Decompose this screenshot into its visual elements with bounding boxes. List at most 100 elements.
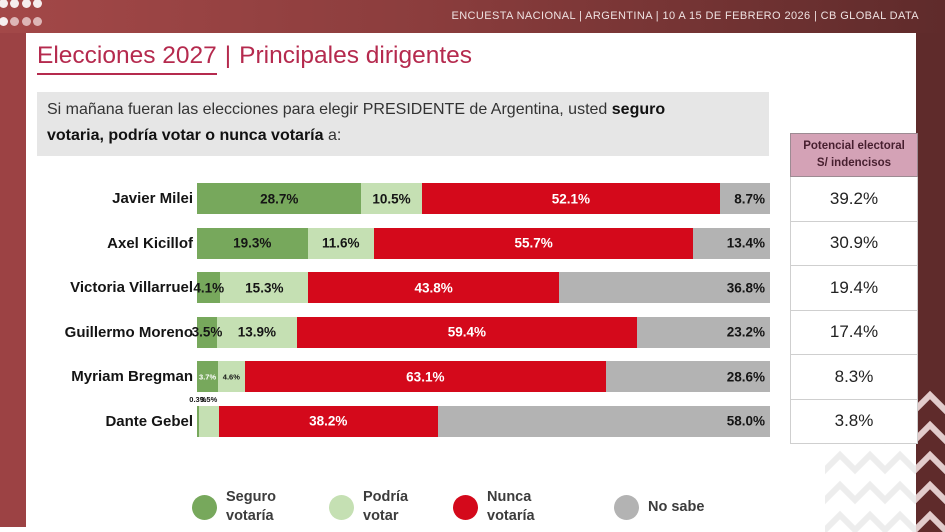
bar-value-label: 3.5% [191, 324, 223, 340]
legend-label: No sabe [648, 498, 705, 515]
bar-segment: 3.5% [198, 395, 219, 437]
bar-segment: 63.1% [244, 361, 607, 392]
stacked-bar: 3.5% 13.9% 59.4% 23.2% [192, 316, 770, 348]
potential-value: 19.4% [790, 266, 918, 311]
stacked-bar: 4.1% 15.3% 43.8% 36.8% [193, 272, 770, 303]
bar-value-label: 0.3% [189, 394, 207, 404]
legend-color-dot [192, 494, 217, 520]
candidate-name: Javier Milei [112, 190, 193, 207]
legend-item: Podría votar [329, 484, 408, 530]
potential-table-body: 39.2% 30.9% 19.4% 17.4% 8.3% 3.8% [790, 177, 918, 444]
bar-segment: 52.1% [421, 183, 721, 214]
bar-value-label: 59.4% [447, 324, 486, 340]
bar-segment: 13.4% [693, 227, 770, 259]
dots-decoration [0, 0, 50, 32]
legend-color-dot [329, 494, 354, 520]
bar-segment: 13.9% [217, 316, 297, 348]
legend-label: Podría votar [363, 489, 409, 524]
stacked-bar: 28.7% 10.5% 52.1% 8.7% [197, 183, 770, 214]
legend-label: Seguro votaría [226, 489, 276, 524]
potential-value: 39.2% [790, 177, 918, 222]
bar-segment: 36.8% [559, 272, 770, 303]
bar-row: Victoria Villarruel 4.1% 15.3% 43.8% 36.8% [32, 272, 770, 303]
potential-value: 30.9% [790, 221, 918, 266]
bar-value-label: 63.1% [406, 369, 445, 384]
candidate-name: Myriam Bregman [71, 368, 193, 385]
bar-value-label: 3.5% [200, 394, 218, 404]
bar-value-label: 13.4% [726, 235, 765, 251]
potential-table-header: Potencial electoral S/ indencisos [790, 133, 918, 177]
bar-segment: 43.8% [308, 272, 560, 303]
potential-value: 8.3% [790, 355, 918, 400]
legend-color-dot [614, 494, 639, 520]
stacked-bar: 0.3% 3.5% 38.2% 58.0% [189, 395, 770, 437]
bar-row: Javier Milei 28.7% 10.5% 52.1% 8.7% [32, 183, 770, 214]
bar-value-label: 19.3% [233, 235, 272, 251]
bar-segment: 15.3% [220, 272, 309, 303]
bar-segment: 38.2% [218, 405, 438, 437]
page-title: Elecciones 2027 | Principales dirigentes [37, 42, 472, 75]
question-bold-text: votaria, podría votar o nunca votaría [47, 126, 324, 144]
right-band [916, 0, 945, 532]
question-line: Si mañana fueran las elecciones para ele… [47, 97, 759, 123]
question-bold-text: seguro [611, 101, 666, 118]
title-primary: Elecciones 2027 [37, 42, 217, 75]
top-band [0, 0, 945, 33]
legend-item: No sabe [614, 484, 704, 530]
left-band [0, 0, 26, 527]
bar-value-label: 11.6% [322, 235, 360, 251]
bar-segment: 10.5% [361, 183, 422, 214]
bar-value-label: 28.6% [726, 369, 765, 384]
title-separator: | [224, 42, 232, 69]
bar-segment: 55.7% [374, 227, 694, 259]
title-secondary: Principales dirigentes [239, 42, 473, 69]
bar-segment: 28.7% [197, 183, 362, 214]
potential-value: 3.8% [790, 399, 918, 444]
legend-item: Nunca votaría [453, 484, 535, 530]
stacked-bar: 3.7% 4.6% 63.1% 28.6% [197, 361, 770, 392]
bar-segment: 0.3% [189, 395, 206, 437]
bar-segment: 11.6% [307, 227, 375, 259]
bar-row: Guillermo Moreno 3.5% 13.9% 59.4% 23.2% [32, 316, 770, 348]
bar-value-label: 23.2% [726, 324, 765, 340]
bar-segment: 28.6% [606, 361, 770, 392]
bar-value-label: 38.2% [309, 413, 348, 429]
bar-value-label: 52.1% [551, 191, 590, 206]
question-text: Si mañana fueran las elecciones para ele… [47, 101, 612, 118]
bar-value-label: 43.8% [414, 280, 453, 295]
bar-segment: 4.1% [193, 272, 224, 303]
candidate-name: Victoria Villarruel [70, 279, 193, 296]
potential-table: Potencial electoral S/ indencisos 39.2% 3… [790, 133, 918, 444]
legend-label: Nunca votaría [487, 489, 535, 524]
bar-value-label: 15.3% [245, 280, 284, 295]
bar-value-label: 28.7% [260, 191, 299, 206]
bar-segment: 4.6% [218, 361, 245, 392]
bar-value-label: 4.6% [222, 372, 240, 381]
bar-row: Myriam Bregman 3.7% 4.6% 63.1% 28.6% [32, 361, 770, 392]
candidate-name: Dante Gebel [105, 412, 193, 430]
question-text: a: [323, 126, 342, 144]
bar-value-label: 58.0% [726, 413, 765, 429]
legend-color-dot [453, 494, 478, 520]
bar-segment: 23.2% [637, 316, 770, 348]
question-line: votaria, podría votar o nunca votaría a: [47, 123, 759, 149]
potential-value: 17.4% [790, 310, 918, 355]
bar-value-label: 10.5% [372, 191, 411, 206]
header-meta: ENCUESTA NACIONAL | ARGENTINA | 10 A 15 … [451, 10, 919, 22]
bar-segment: 3.7% [197, 361, 219, 392]
stacked-bar: 19.3% 11.6% 55.7% 13.4% [197, 227, 770, 259]
bar-segment: 58.0% [437, 405, 770, 437]
survey-question: Si mañana fueran las elecciones para ele… [37, 92, 769, 156]
bar-segment: 59.4% [296, 316, 638, 348]
legend-item: Seguro votaría [192, 484, 276, 530]
bar-row: Dante Gebel 0.3% 3.5% 38.2% 58.0% [32, 395, 770, 437]
bar-value-label: 55.7% [514, 235, 553, 251]
stacked-bar-chart: Javier Milei 28.7% 10.5% 52.1% 8.7% Axel Kici… [32, 183, 770, 450]
bar-segment: 3.5% [192, 316, 222, 348]
bar-value-label: 3.7% [199, 372, 217, 381]
candidate-name: Axel Kicillof [107, 234, 193, 252]
bar-segment: 8.7% [720, 183, 770, 214]
candidate-name: Guillermo Moreno [64, 323, 193, 341]
bar-value-label: 36.8% [726, 280, 765, 295]
